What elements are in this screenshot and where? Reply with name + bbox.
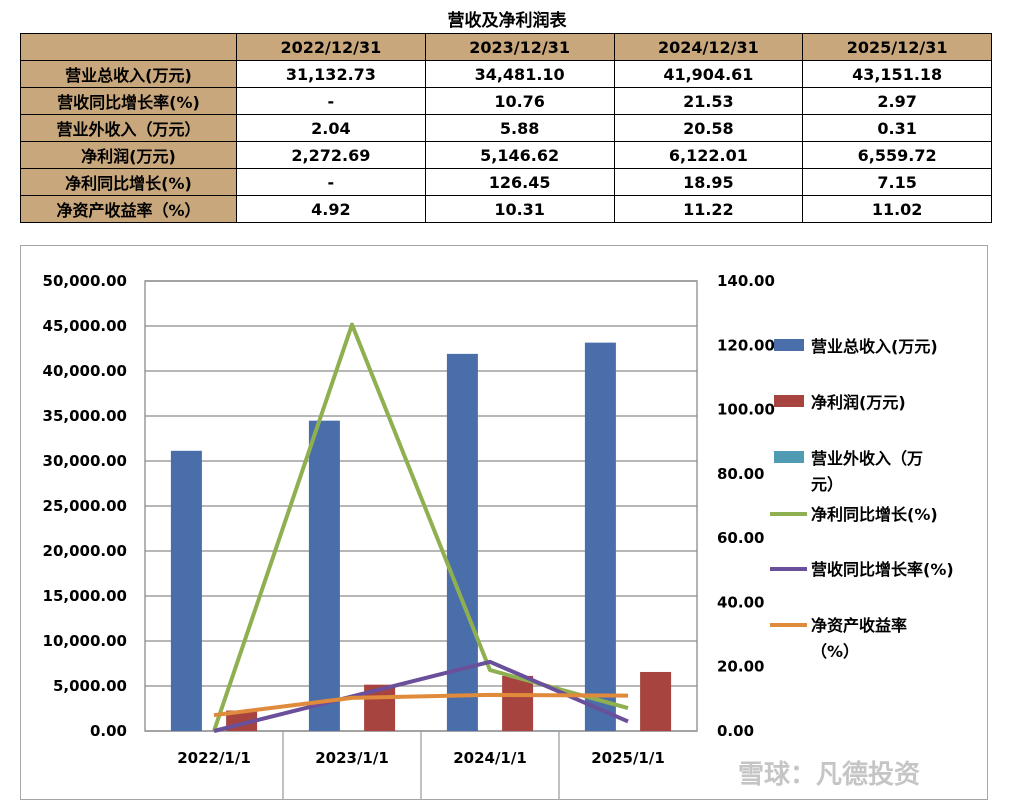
- table-cell: 43,151.18: [802, 60, 992, 88]
- table-cell: 2.04: [236, 114, 426, 142]
- legend-swatch: [774, 395, 804, 407]
- row-label: 营业总收入(万元): [20, 60, 237, 88]
- table-cell: 11.02: [802, 195, 992, 223]
- row-label: 净资产收益率（%）: [20, 195, 237, 223]
- table-cell: 4.92: [236, 195, 426, 223]
- y2-tick-label: 80.00: [717, 465, 764, 483]
- table-row: 净利同比增长(%) - 126.45 18.95 7.15: [20, 168, 992, 196]
- y-tick-label: 15,000.00: [43, 587, 127, 605]
- series-line: [213, 692, 629, 718]
- table-cell: -: [236, 87, 426, 115]
- y2-tick-label: 20.00: [717, 658, 764, 676]
- y-tick-label: 20,000.00: [43, 542, 127, 560]
- legend-label: 净资产收益率: [811, 616, 907, 635]
- row-label: 营业外收入（万元）: [20, 114, 237, 142]
- table-cell: 5.88: [424, 114, 615, 142]
- y-tick-label: 0.00: [90, 722, 127, 740]
- table-cell: 10.31: [424, 195, 615, 223]
- x-tick-label: 2025/1/1: [591, 749, 665, 767]
- header-2025: 2025/12/31: [802, 33, 992, 61]
- chart-frame: 0.00 5,000.00 10,000.00 15,000.00 20,000.00 2…: [20, 245, 988, 800]
- table-cell: 21.53: [613, 87, 804, 115]
- table-cell: 7.15: [802, 168, 992, 196]
- y2-tick-label: 0.00: [717, 722, 754, 740]
- table-cell: 31,132.73: [236, 60, 426, 88]
- legend-label: 元）: [811, 475, 843, 494]
- table-cell: 0.31: [802, 114, 992, 142]
- table-cell: 11.22: [613, 195, 804, 223]
- table-row: 营业总收入(万元) 31,132.73 34,481.10 41,904.61 …: [20, 60, 992, 88]
- watermark: 雪球：凡德投资: [738, 760, 921, 790]
- legend-label: 营收同比增长率(%): [811, 560, 954, 579]
- y-tick-label: 30,000.00: [43, 452, 127, 470]
- row-label: 净利润(万元): [20, 141, 237, 169]
- x-tick-label: 2023/1/1: [315, 749, 389, 767]
- legend-label: 营业外收入（万: [811, 449, 923, 468]
- bar: [502, 675, 534, 731]
- y2-tick-label: 40.00: [717, 593, 764, 611]
- bar: [170, 450, 202, 731]
- y-tick-label: 5,000.00: [53, 677, 127, 695]
- y-tick-label: 45,000.00: [43, 317, 127, 335]
- bar: [640, 671, 672, 731]
- bar: [308, 420, 340, 731]
- table-cell: 2.97: [802, 87, 992, 115]
- header-2024: 2024/12/31: [613, 33, 804, 61]
- financial-table: 2022/12/31 2023/12/31 2024/12/31 2025/12…: [20, 33, 992, 223]
- legend-label: 净利同比增长(%): [811, 505, 938, 524]
- table-cell: 5,146.62: [424, 141, 615, 169]
- bar: [584, 342, 616, 731]
- row-label: 净利同比增长(%): [20, 168, 237, 196]
- table-cell: 6,559.72: [802, 141, 992, 169]
- y-tick-label: 35,000.00: [43, 407, 127, 425]
- table-cell: 6,122.01: [613, 141, 804, 169]
- series-line: [213, 659, 629, 733]
- y-tick-label: 40,000.00: [43, 362, 127, 380]
- legend-label: （%）: [811, 642, 859, 661]
- legend-swatch: [774, 339, 804, 351]
- combo-chart: 0.00 5,000.00 10,000.00 15,000.00 20,000.00 2…: [43, 272, 954, 799]
- y2-tick-label: 60.00: [717, 529, 764, 547]
- table-title: 营收及净利润表: [447, 11, 567, 31]
- y-tick-label: 25,000.00: [43, 497, 127, 515]
- y-tick-label: 50,000.00: [43, 272, 127, 290]
- table-cell: 41,904.61: [613, 60, 804, 88]
- table-cell: 20.58: [613, 114, 804, 142]
- table-cell: 10.76: [424, 87, 615, 115]
- table-row: 营收同比增长率(%) - 10.76 21.53 2.97: [20, 87, 992, 115]
- series-line: [212, 322, 629, 732]
- legend-label: 净利润(万元): [811, 393, 906, 412]
- table-cell: 2,272.69: [236, 141, 426, 169]
- x-tick-label: 2022/1/1: [177, 749, 251, 767]
- table-cell: 18.95: [613, 168, 804, 196]
- table-row: 净利润(万元) 2,272.69 5,146.62 6,122.01 6,559…: [20, 141, 992, 169]
- y2-tick-label: 120.00: [717, 336, 775, 354]
- header-2022: 2022/12/31: [236, 33, 426, 61]
- table-cell: 34,481.10: [424, 60, 615, 88]
- y-tick-label: 10,000.00: [43, 632, 127, 650]
- header-blank: [20, 33, 237, 61]
- row-label: 营收同比增长率(%): [20, 87, 237, 115]
- table-header-row: 2022/12/31 2023/12/31 2024/12/31 2025/12…: [20, 33, 992, 61]
- y2-tick-label: 140.00: [717, 272, 775, 290]
- table-cell: 126.45: [424, 168, 615, 196]
- table-row: 净资产收益率（%） 4.92 10.31 11.22 11.02: [20, 195, 992, 223]
- y2-tick-label: 100.00: [717, 401, 775, 419]
- legend-label: 营业总收入(万元): [811, 337, 938, 356]
- bar: [446, 353, 478, 731]
- legend-swatch: [774, 451, 804, 463]
- table-row: 营业外收入（万元） 2.04 5.88 20.58 0.31: [20, 114, 992, 142]
- table-cell: -: [236, 168, 426, 196]
- x-tick-label: 2024/1/1: [453, 749, 527, 767]
- header-2023: 2023/12/31: [424, 33, 615, 61]
